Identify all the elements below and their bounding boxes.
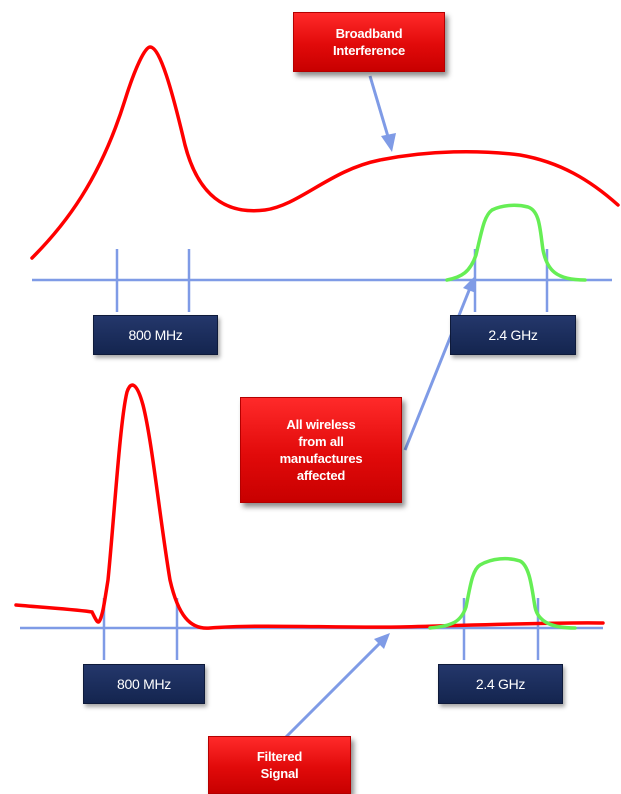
all-wireless-arrowhead xyxy=(463,276,476,293)
callout-line: Broadband xyxy=(335,26,403,41)
broadband-interference-callout: Broadband Interference xyxy=(293,12,445,72)
top-panel xyxy=(30,45,620,312)
all-wireless-pointer-arrow xyxy=(403,287,472,451)
top-800mhz-label: 800 MHz xyxy=(93,315,218,355)
callout-line: Signal xyxy=(260,766,299,781)
arrows xyxy=(283,75,476,740)
bottom-wifi-signal-curve xyxy=(428,556,577,630)
filtered-signal-callout: Filtered Signal xyxy=(208,736,351,794)
callout-line: manufactures xyxy=(279,451,363,466)
bottom-panel xyxy=(14,383,605,660)
filtered-arrowhead xyxy=(374,633,390,649)
callout-line: Interference xyxy=(332,43,406,58)
bottom-800mhz-label: 800 MHz xyxy=(83,664,205,704)
all-wireless-callout: All wireless from all manufactures affec… xyxy=(240,397,402,503)
filtered-pointer-arrow xyxy=(283,640,383,740)
broadband-arrowhead xyxy=(381,133,396,152)
top-24ghz-label: 2.4 GHz xyxy=(450,315,576,355)
callout-line: from all xyxy=(298,434,344,449)
broadband-pointer-arrow xyxy=(368,75,391,141)
callout-line: Filtered xyxy=(256,749,303,764)
top-wifi-signal-curve xyxy=(445,203,587,282)
callout-line: All wireless xyxy=(286,417,356,432)
callout-line: affected xyxy=(296,468,346,483)
top-broadband-interference-curve xyxy=(30,45,620,260)
bottom-24ghz-label: 2.4 GHz xyxy=(438,664,563,704)
bottom-filtered-signal-curve xyxy=(14,383,605,630)
